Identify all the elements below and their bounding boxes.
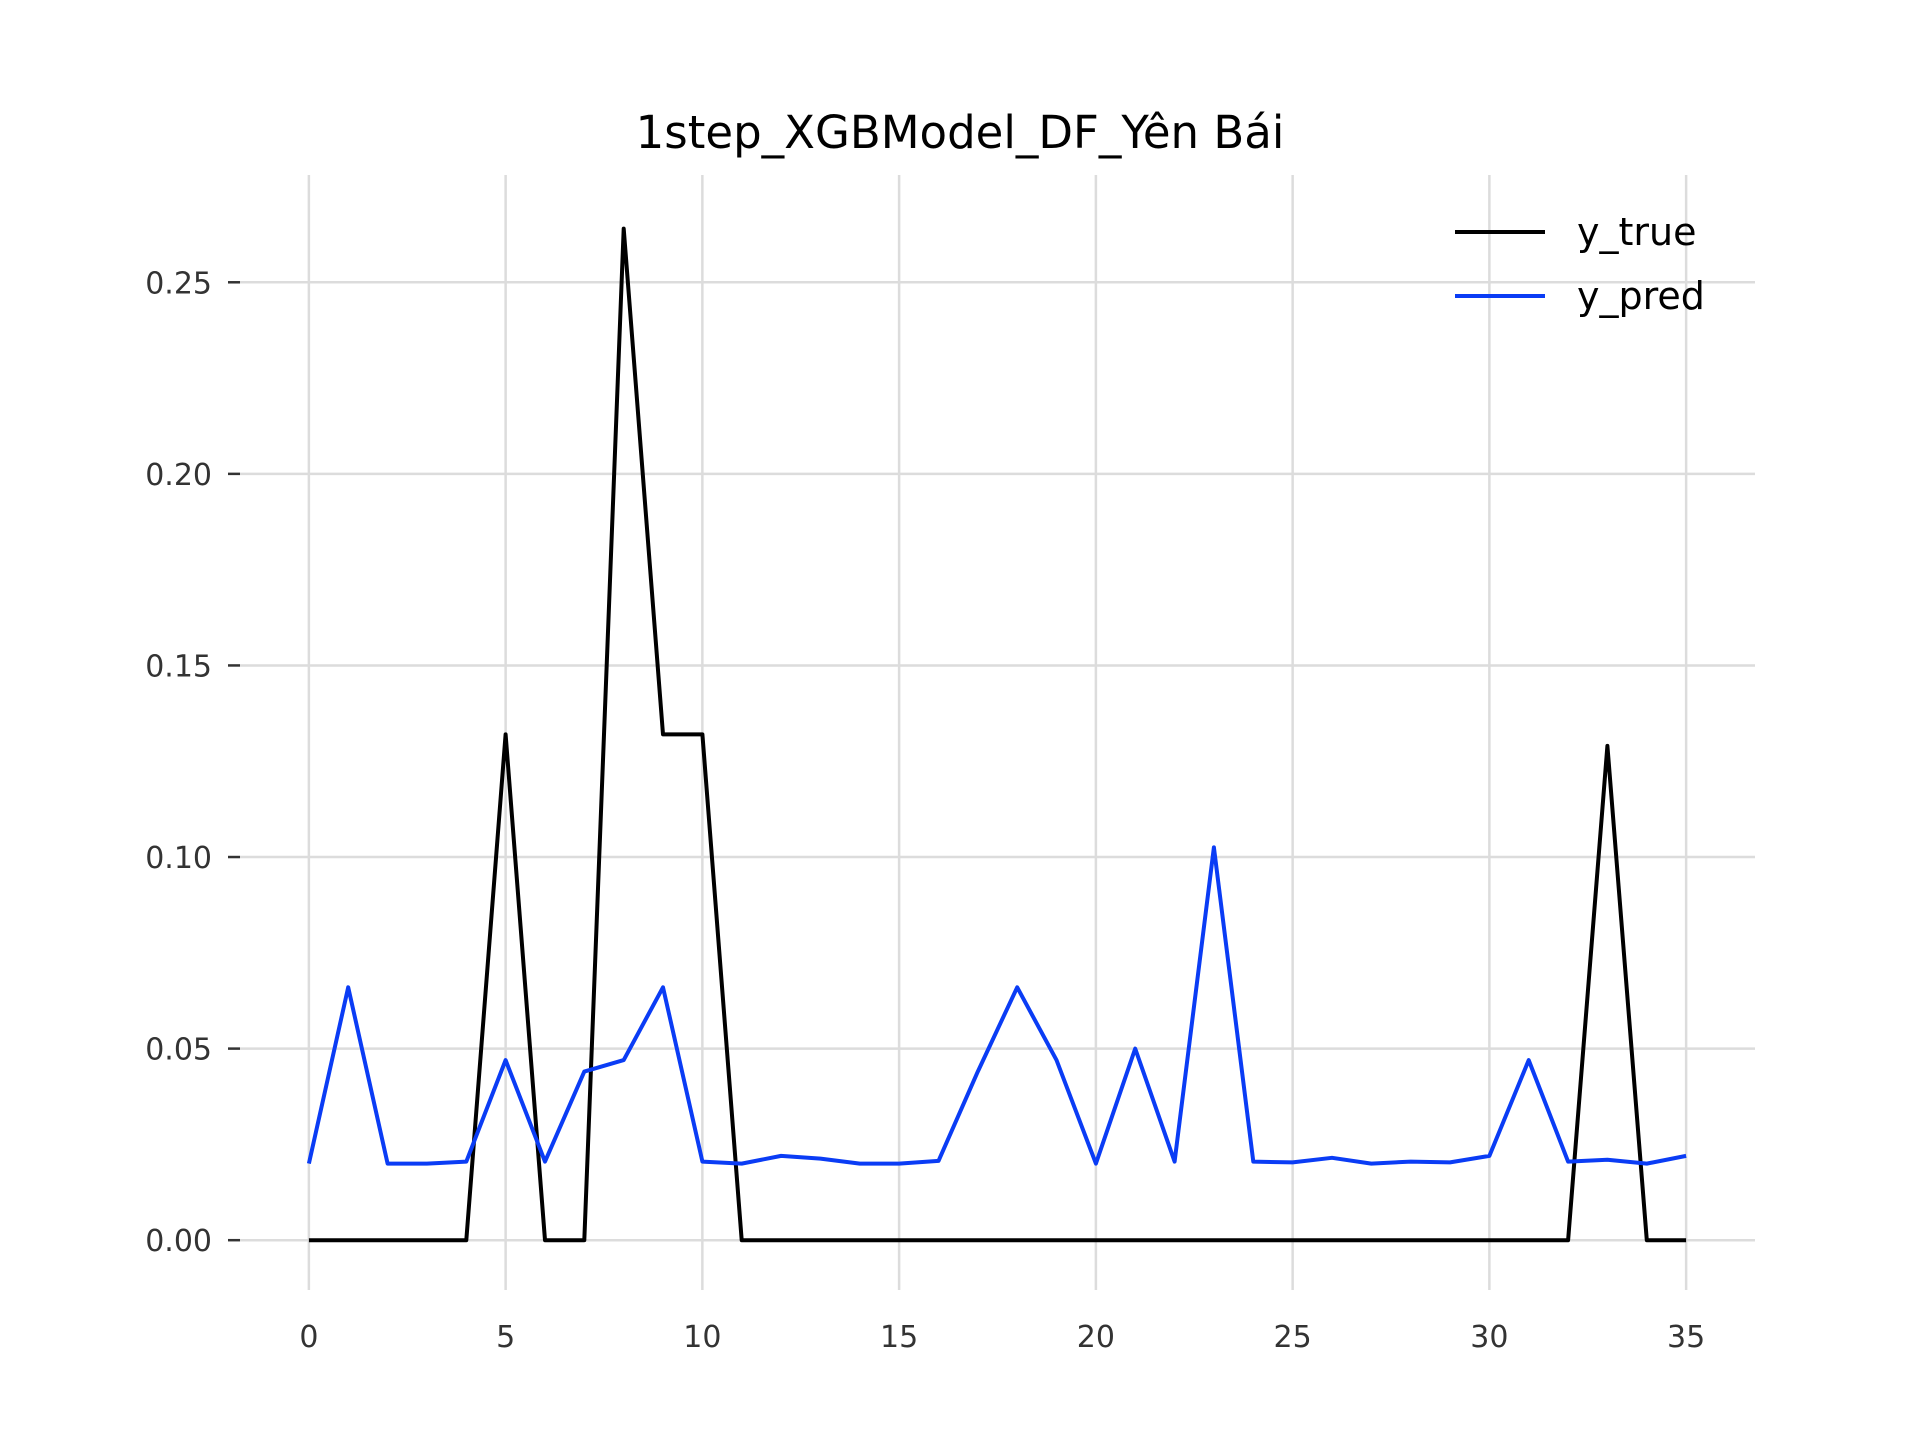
x-tick-label: 35 bbox=[1667, 1320, 1705, 1355]
x-tick-label: 20 bbox=[1077, 1320, 1115, 1355]
legend: y_true y_pred bbox=[1455, 210, 1705, 318]
x-tick-label: 30 bbox=[1470, 1320, 1508, 1355]
x-tick-label: 0 bbox=[299, 1320, 318, 1355]
chart-title: 1step_XGBModel_DF_Yên Bái bbox=[636, 106, 1285, 159]
y-tick-label: 0.20 bbox=[145, 458, 212, 493]
x-axis: 0 5 10 15 20 25 30 35 bbox=[299, 1320, 1705, 1355]
y-tick-label: 0.10 bbox=[145, 841, 212, 876]
x-tick-label: 25 bbox=[1274, 1320, 1312, 1355]
y-grid bbox=[240, 281, 1755, 1242]
y-tick-label: 0.25 bbox=[145, 266, 212, 301]
x-tick-label: 5 bbox=[496, 1320, 515, 1355]
y-tick-label: 0.05 bbox=[145, 1033, 212, 1068]
series-group bbox=[306, 226, 1687, 1243]
x-tick-label: 10 bbox=[683, 1320, 721, 1355]
x-tick-label: 15 bbox=[880, 1320, 918, 1355]
series-line-y_pred bbox=[306, 845, 1687, 1166]
series-line-y_true bbox=[308, 226, 1687, 1243]
y-tick-label: 0.00 bbox=[145, 1224, 212, 1259]
x-grid bbox=[307, 175, 1688, 1290]
legend-label-y_true: y_true bbox=[1577, 210, 1696, 254]
y-tick-label: 0.15 bbox=[145, 649, 212, 684]
legend-label-y_pred: y_pred bbox=[1577, 274, 1705, 318]
y-axis: 0.00 0.05 0.10 0.15 0.20 0.25 bbox=[145, 266, 240, 1259]
